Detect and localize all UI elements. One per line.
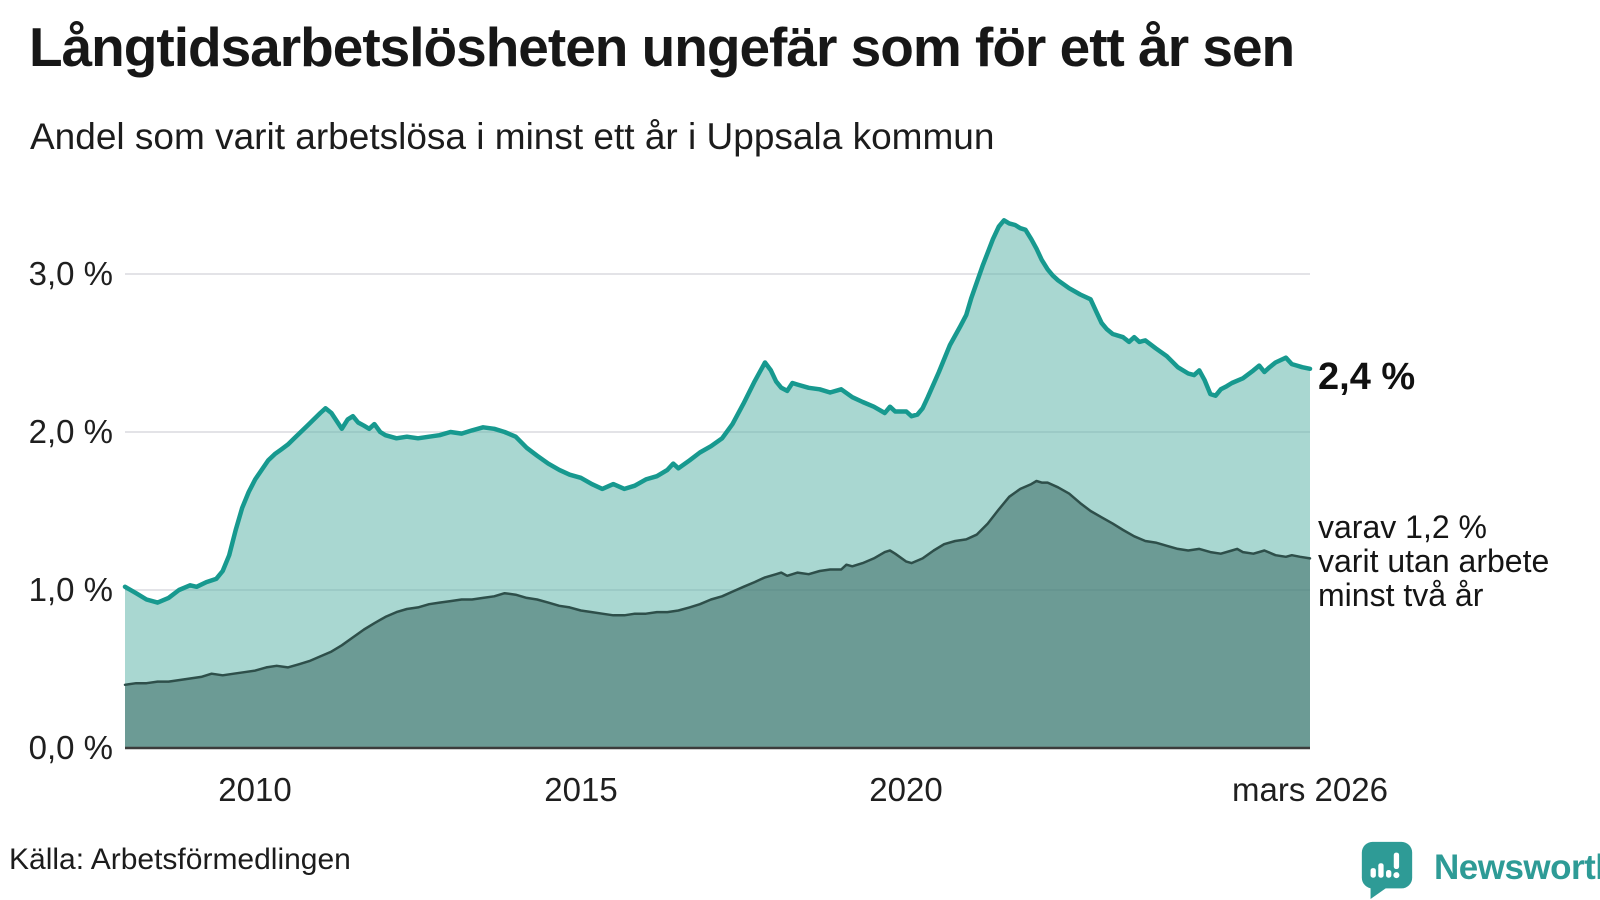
secondary-series-annotation: varav 1,2 % varit utan arbete minst två … [1318,509,1550,613]
y-axis-tick-label: 3,0 % [28,255,113,292]
x-axis-tick-label: 2010 [218,771,292,808]
x-axis-tick-label: 2020 [869,771,943,808]
latest-value-label: 2,4 % [1318,356,1416,398]
y-axis-tick-label: 0,0 % [28,729,113,766]
x-axis-tick-label: 2015 [544,771,618,808]
chart-subtitle: Andel som varit arbetslösa i minst ett å… [30,116,995,157]
x-axis-tick-label: mars 2026 [1232,771,1388,808]
y-axis-tick-label: 1,0 % [28,571,113,608]
chart-title: Långtidsarbetslösheten ungefär som för e… [29,16,1295,78]
source-note: Källa: Arbetsförmedlingen [9,843,351,876]
newsworthy-wordmark: Newsworthy [1434,848,1600,887]
y-axis-tick-label: 2,0 % [28,413,113,450]
newsworthy-logo-icon [1361,841,1413,900]
